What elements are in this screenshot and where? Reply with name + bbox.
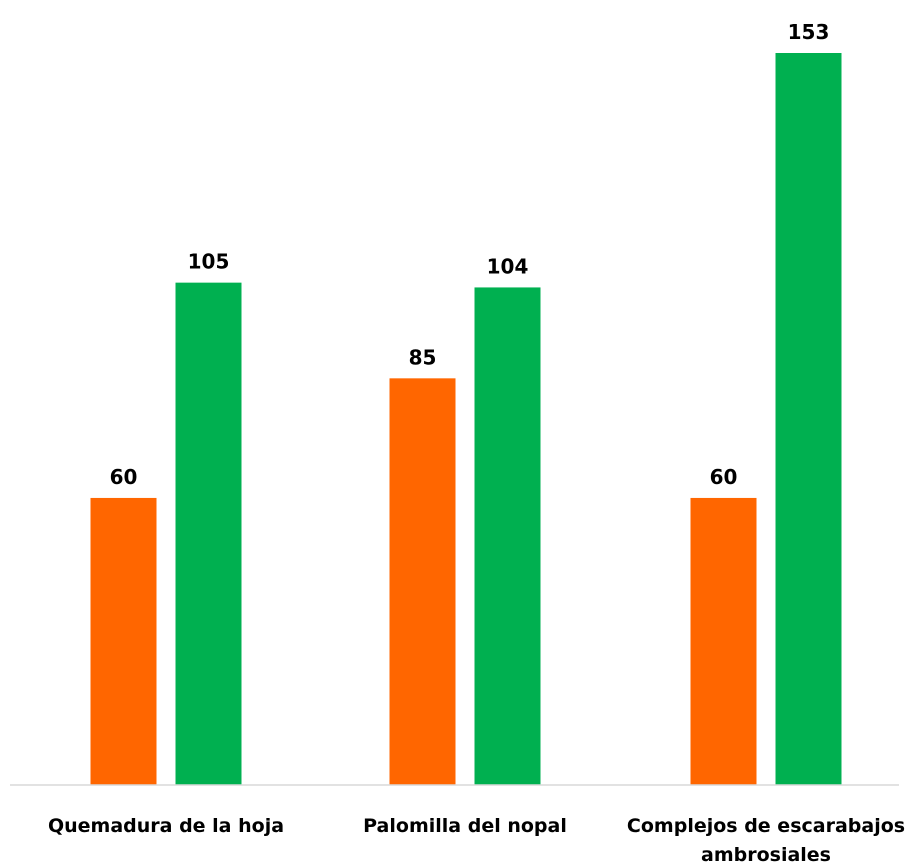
data-label-3-series-1: 60 — [710, 465, 738, 489]
data-label-3-series-2: 153 — [788, 20, 830, 44]
category-label-1-line-1: Quemadura de la hoja — [48, 815, 284, 837]
bars-group — [90, 53, 842, 785]
bar-1-series-2 — [175, 282, 242, 785]
category-label-3-line-2: ambrosiales — [701, 844, 831, 866]
category-label-2: Palomilla del nopal — [363, 815, 567, 837]
category-labels-group: Quemadura de la hoja Palomilla del nopal C… — [48, 815, 905, 866]
bar-2-series-2 — [474, 287, 541, 785]
data-label-2-series-1: 85 — [409, 345, 437, 369]
bar-3-series-1 — [690, 497, 757, 785]
category-label-2-line-1: Palomilla del nopal — [363, 815, 567, 837]
data-label-1-series-1: 60 — [110, 465, 138, 489]
data-label-1-series-2: 105 — [188, 250, 230, 274]
bar-3-series-2 — [775, 53, 842, 785]
data-labels-group: 60 105 85 104 60 153 — [110, 20, 830, 489]
category-label-1: Quemadura de la hoja — [48, 815, 284, 837]
bar-1-series-1 — [90, 497, 157, 785]
bar-2-series-1 — [389, 378, 456, 785]
category-label-3: Complejos de escarabajos ambrosiales — [627, 815, 905, 866]
category-label-3-line-1: Complejos de escarabajos — [627, 815, 905, 837]
data-label-2-series-2: 104 — [487, 254, 529, 278]
